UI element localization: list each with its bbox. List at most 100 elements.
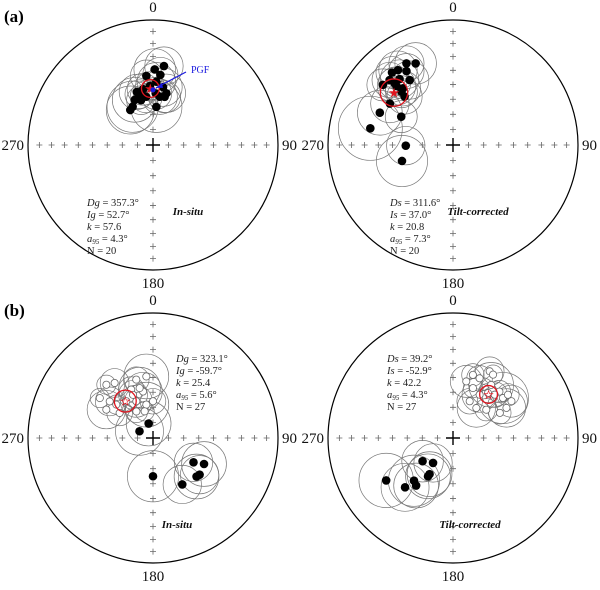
axis-tick-cross	[563, 435, 570, 441]
axis-tick-cross	[36, 142, 43, 148]
axis-tick-cross	[195, 142, 202, 148]
axis-tick-cross	[48, 142, 55, 148]
stat-value: = 357.3°	[100, 198, 139, 209]
mean-a95-circle	[113, 389, 137, 413]
axis-tick-cross	[563, 142, 570, 148]
lower-hemisphere-point	[135, 426, 144, 436]
axis-tick-cross	[450, 450, 456, 457]
axis-tick-cross	[150, 548, 156, 555]
upper-hemisphere-point	[148, 397, 157, 406]
axis-tick-cross	[180, 435, 187, 441]
lower-hemisphere-point	[405, 75, 414, 85]
center-cross	[146, 431, 160, 445]
axis-tick-cross	[150, 509, 156, 516]
lower-hemisphere-point	[428, 458, 438, 468]
lower-hemisphere-point	[396, 112, 406, 121]
axis-label-east: 90	[582, 138, 597, 154]
stat-symbol: Is	[389, 210, 398, 221]
stat-value: = 323.1°	[189, 354, 228, 365]
upper-hemisphere-point	[475, 374, 484, 383]
lower-hemisphere-point	[390, 79, 399, 88]
axis-tick-cross	[450, 157, 456, 164]
axis-tick-cross	[104, 435, 111, 441]
axis-tick-cross	[89, 435, 96, 441]
axis-tick-cross	[450, 40, 456, 47]
axis-tick-cross	[195, 435, 202, 441]
lower-hemisphere-point	[375, 108, 385, 118]
axis-tick-cross	[150, 230, 156, 237]
stat-symbol: Ig	[175, 366, 185, 377]
stat-value: = 20.8	[395, 222, 425, 233]
primitive-circle	[27, 19, 279, 271]
axis-tick-cross	[210, 142, 217, 148]
axis-tick-cross	[450, 333, 456, 340]
stat-line: Dg = 357.3°	[86, 198, 139, 209]
axis-label-south: 180	[142, 569, 165, 585]
axis-label-east: 90	[582, 431, 597, 447]
axis-tick-cross	[434, 142, 441, 148]
lower-hemisphere-point	[423, 472, 433, 481]
axis-tick-cross	[450, 81, 456, 88]
upper-hemisphere-point	[502, 403, 511, 412]
pgf-arrowhead-icon	[156, 82, 163, 88]
axis-tick-cross	[450, 509, 456, 516]
axis-tick-cross	[450, 495, 456, 502]
axis-tick-cross	[150, 465, 156, 472]
panel-tag: (b)	[4, 301, 25, 320]
axis-tick-cross	[224, 142, 231, 148]
axis-tick-cross	[495, 435, 502, 441]
axis-tick-cross	[510, 435, 517, 441]
stat-line: k = 42.2	[387, 378, 421, 389]
axis-tick-cross	[336, 142, 343, 148]
axis-tick-cross	[48, 435, 55, 441]
axis-tick-cross	[150, 523, 156, 530]
axis-tick-cross	[150, 172, 156, 179]
stat-subscript: 95	[181, 394, 189, 402]
stat-symbol: a	[87, 234, 92, 245]
stat-value: = 42.2	[392, 378, 422, 389]
upper-hemisphere-point	[110, 378, 119, 387]
lower-hemisphere-point	[136, 95, 146, 105]
stat-symbol: Ds	[386, 354, 399, 365]
axis-tick-cross	[450, 404, 456, 411]
a95-confidence-circle	[118, 366, 161, 410]
axis-tick-cross	[450, 187, 456, 194]
stat-value: N = 20	[390, 246, 419, 257]
axis-label-north: 0	[149, 293, 157, 309]
upper-hemisphere-point	[507, 397, 516, 406]
axis-tick-cross	[524, 142, 531, 148]
upper-hemisphere-point	[132, 375, 141, 384]
axis-label-south: 180	[442, 276, 465, 292]
axis-tick-cross	[450, 202, 456, 209]
axis-tick-cross	[450, 230, 456, 237]
axis-label-west: 270	[302, 431, 325, 447]
axis-tick-cross	[450, 255, 456, 262]
axis-tick-cross	[495, 142, 502, 148]
upper-hemisphere-point	[472, 404, 481, 413]
a95-confidence-circle	[125, 400, 172, 447]
axis-tick-cross	[538, 435, 545, 441]
axis-tick-cross	[450, 216, 456, 223]
stat-symbol: k	[390, 222, 395, 233]
axis-tick-cross	[134, 435, 141, 441]
axis-tick-cross	[210, 435, 217, 441]
axis-tick-cross	[150, 243, 156, 250]
lower-hemisphere-point	[125, 105, 135, 115]
upper-hemisphere-point	[468, 370, 477, 379]
axis-tick-cross	[150, 202, 156, 209]
axis-tick-cross	[450, 96, 456, 103]
coordinate-mode-label: In-situ	[161, 519, 193, 531]
a95-confidence-circle	[376, 135, 428, 187]
axis-tick-cross	[551, 142, 558, 148]
stat-line: Ig = -59.7°	[175, 366, 222, 377]
axis-tick-cross	[551, 435, 558, 441]
a95-confidence-circle	[406, 451, 453, 497]
stat-symbol: k	[176, 378, 181, 389]
stat-line: a95 = 5.6°	[176, 390, 217, 402]
stat-line: k = 25.4	[176, 378, 211, 389]
upper-hemisphere-point	[468, 384, 477, 393]
